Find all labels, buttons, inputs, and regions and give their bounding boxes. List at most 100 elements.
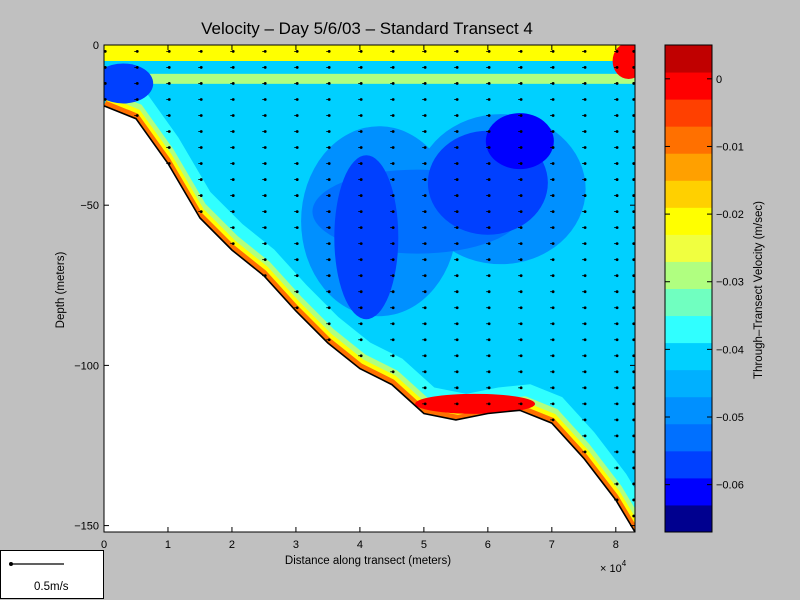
colorbar-band <box>665 315 712 344</box>
x-tick-label: 4 <box>357 539 363 551</box>
vector-dot <box>135 114 139 117</box>
vector-dot <box>632 370 635 374</box>
field-layers <box>104 45 635 532</box>
x-axis: 0 1 2 3 4 5 6 7 8 <box>101 45 619 551</box>
vector-dot <box>104 66 107 69</box>
colorbar-band <box>665 153 712 181</box>
vector-dot <box>104 82 107 85</box>
bottom-red-patch <box>415 393 536 414</box>
colorbar-tick-label: −0.05 <box>716 412 744 424</box>
vector-dot <box>632 146 635 149</box>
vector-dot <box>135 82 139 85</box>
colorbar-band <box>665 180 712 208</box>
y-axis: 0 −50 −100 −150 <box>74 40 635 533</box>
vector-dot <box>632 450 635 454</box>
colorbar-band <box>665 396 712 425</box>
x-tick-label: 6 <box>485 539 491 551</box>
colorbar-band <box>665 288 712 317</box>
colorbar-tick-label: −0.06 <box>716 480 744 492</box>
vector-dot <box>632 290 635 294</box>
colorbar-band <box>665 423 712 452</box>
chart-title: Velocity – Day 5/6/03 – Standard Transec… <box>201 19 533 38</box>
colorbar-band <box>665 369 712 398</box>
colorbar-frame <box>664 44 713 533</box>
vector-dot <box>167 130 171 133</box>
vector-dot <box>167 50 171 53</box>
vector-dot <box>104 98 107 101</box>
vector-dot <box>632 194 635 197</box>
plot-frame <box>103 44 636 533</box>
vector-dot <box>632 338 635 342</box>
surface-band-green <box>104 73 635 84</box>
vector-dot <box>632 418 635 422</box>
colorbar-band <box>665 72 712 100</box>
vector-dot <box>167 146 171 149</box>
y-tick-label: −150 <box>74 521 99 533</box>
velocity-vectors <box>104 50 635 518</box>
vector-dot <box>632 226 635 230</box>
vector-dot <box>632 242 635 246</box>
plot-area <box>103 44 636 533</box>
vector-dot <box>167 114 171 117</box>
vector-dot <box>632 66 635 69</box>
vector-dot <box>632 50 635 53</box>
colorbar-band <box>665 261 712 289</box>
x-tick-label: 0 <box>101 539 107 551</box>
colorbar-tick-label: −0.02 <box>716 209 744 221</box>
vector-dot <box>167 82 171 85</box>
field-band-orange <box>104 100 635 532</box>
vector-dot <box>632 498 635 502</box>
colorbar-band <box>665 207 712 235</box>
vector-dot <box>632 274 635 278</box>
vector-dot <box>632 210 635 214</box>
vector-dot <box>167 98 171 101</box>
vector-dot <box>632 514 635 518</box>
vector-dot <box>135 66 139 69</box>
vector-dot <box>135 50 139 53</box>
colorbar-band <box>665 126 712 154</box>
vector-dot <box>632 258 635 262</box>
colorbar-band <box>665 504 712 533</box>
x-tick-label: 2 <box>229 539 235 551</box>
x-axis-label: Distance along transect (meters) <box>285 555 451 567</box>
left-surface-core <box>104 63 154 104</box>
core-left <box>334 155 399 320</box>
colorbar-band <box>665 450 712 479</box>
y-tick-label: 0 <box>93 40 99 52</box>
vector-dot <box>632 178 635 181</box>
x-tick-label: 8 <box>613 539 619 551</box>
vector-dot <box>135 98 139 101</box>
y-axis-label: Depth (meters) <box>55 251 67 328</box>
vector-dot <box>167 66 171 69</box>
right-surface-red <box>612 45 635 80</box>
colorbar-tick-label: −0.04 <box>716 344 744 356</box>
vector-dot <box>632 466 635 470</box>
surface-band-yellow <box>104 45 635 61</box>
bottom-profile-line <box>103 105 636 533</box>
x-tick-label: 3 <box>293 539 299 551</box>
colorbar-tick-label: −0.03 <box>716 277 744 289</box>
vector-dot <box>632 322 635 326</box>
vector-scale-label: 0.5m/s <box>34 581 69 593</box>
vector-dot <box>632 354 635 358</box>
field-band-cyan <box>104 79 635 532</box>
colorbar-tick-label: −0.01 <box>716 141 744 153</box>
vector-dot <box>632 114 635 117</box>
x-tick-label: 1 <box>165 539 171 551</box>
colorbar-band <box>665 45 712 73</box>
vector-dot <box>632 434 635 438</box>
vector-dot <box>632 482 635 486</box>
x-tick-label: 7 <box>549 539 555 551</box>
vector-dot <box>632 402 635 406</box>
x-tick-label: 5 <box>421 539 427 551</box>
vector-dot <box>632 82 635 85</box>
colorbar-band <box>665 342 712 371</box>
colorbar: 0 −0.01 −0.02 −0.03 −0.04 −0.05 −0.06 Through–… <box>664 44 765 533</box>
vector-dot <box>632 130 635 133</box>
colorbar-label: Through–Transect Velocity (m/sec) <box>753 201 765 379</box>
colorbar-band <box>665 234 712 262</box>
colorbar-bands <box>665 45 712 533</box>
vector-dot <box>104 50 107 53</box>
vector-scale-origin <box>9 562 13 566</box>
